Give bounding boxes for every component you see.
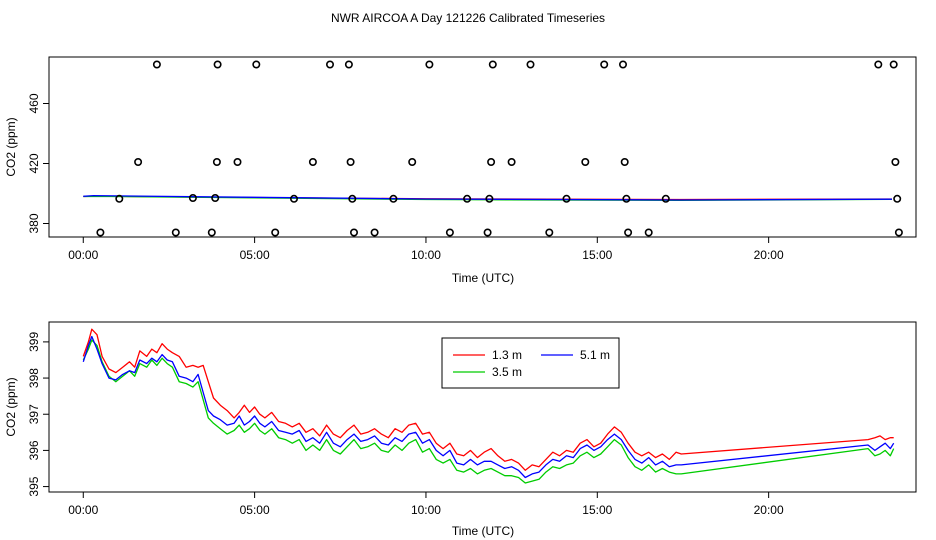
panel-top-scatter: 00:00 05:00 10:00 15:00 20:00 380 420 460 Time… <box>4 56 917 285</box>
data-point-8 <box>212 158 221 167</box>
data-point-12 <box>271 228 280 237</box>
y-axis-label-top: CO2 (ppm) <box>4 117 18 176</box>
x-tick-label-top-20-00: 20:00 <box>754 248 784 262</box>
data-point-20 <box>370 228 379 237</box>
data-point-11 <box>252 60 261 69</box>
data-point-26 <box>483 228 492 237</box>
x-tick-label-bot-10-00: 10:00 <box>411 503 441 517</box>
series-group-top <box>83 194 893 202</box>
data-point-30 <box>507 158 516 167</box>
legend-label-1-3m: 1.3 m <box>492 348 522 362</box>
data-point-46 <box>894 228 903 237</box>
legend-label-5-1m: 5.1 m <box>580 348 610 362</box>
chart-title: NWR AIRCOA A Day 121226 Calibrated Times… <box>331 11 605 25</box>
y-tick-label-top-420: 420 <box>27 153 41 173</box>
data-point-6 <box>207 228 216 237</box>
data-point-35 <box>600 60 609 69</box>
data-point-25 <box>463 194 472 203</box>
legend: 1.3 m 5.1 m 3.5 m <box>441 337 620 389</box>
plot-frame-top <box>48 56 917 238</box>
x-axis-bottom: 00:00 05:00 10:00 15:00 20:00 <box>68 491 784 517</box>
x-tick-label-bot-20-00: 20:00 <box>754 503 784 517</box>
y-tick-label-top-460: 460 <box>27 93 41 113</box>
data-point-42 <box>874 60 883 69</box>
series-line-bot-1-3-m <box>82 328 894 471</box>
data-point-27 <box>485 194 494 203</box>
x-axis-top: 00:00 05:00 10:00 15:00 20:00 <box>68 236 784 262</box>
series-line-bot-5-1-m <box>82 335 895 479</box>
series-line-top-2 <box>83 194 893 201</box>
data-point-29 <box>488 60 497 69</box>
data-point-13 <box>289 194 298 203</box>
data-point-3 <box>152 60 161 69</box>
y-tick-label-bot-395: 395 <box>27 476 41 496</box>
data-point-7 <box>211 194 220 203</box>
data-point-0 <box>96 228 105 237</box>
y-axis-label-bottom: CO2 (ppm) <box>4 377 18 436</box>
data-point-28 <box>487 158 496 167</box>
data-point-17 <box>346 158 355 167</box>
y-axis-top: 380 420 460 <box>27 93 50 234</box>
x-axis-label-bottom: Time (UTC) <box>452 524 514 538</box>
x-tick-label-bot-00-00: 00:00 <box>68 503 98 517</box>
data-point-37 <box>620 158 629 167</box>
data-point-4 <box>171 228 180 237</box>
y-tick-label-bot-399: 399 <box>27 332 41 352</box>
x-tick-label-bot-05-00: 05:00 <box>240 503 270 517</box>
x-axis-label-top: Time (UTC) <box>452 271 514 285</box>
data-point-36 <box>618 60 627 69</box>
data-point-44 <box>891 158 900 167</box>
data-point-2 <box>134 158 143 167</box>
x-tick-label-top-15-00: 15:00 <box>582 248 612 262</box>
data-point-22 <box>408 158 417 167</box>
x-tick-label-top-00-00: 00:00 <box>68 248 98 262</box>
data-point-33 <box>562 194 571 203</box>
y-tick-label-top-380: 380 <box>27 213 41 233</box>
data-point-41 <box>661 194 670 203</box>
legend-box <box>441 337 620 389</box>
points-group-top <box>96 60 903 237</box>
x-tick-label-top-10-00: 10:00 <box>411 248 441 262</box>
data-point-19 <box>349 228 358 237</box>
x-tick-label-top-05-00: 05:00 <box>240 248 270 262</box>
data-point-23 <box>425 60 434 69</box>
y-tick-label-bot-398: 398 <box>27 368 41 388</box>
series-line-bot-3-5-m <box>82 339 895 484</box>
data-point-45 <box>893 194 902 203</box>
data-point-16 <box>344 60 353 69</box>
y-axis-bottom: 395 396 397 398 399 <box>27 332 50 497</box>
data-point-14 <box>308 158 317 167</box>
data-point-31 <box>526 60 535 69</box>
x-tick-label-bot-15-00: 15:00 <box>582 503 612 517</box>
data-point-40 <box>644 228 653 237</box>
data-point-9 <box>213 60 222 69</box>
y-tick-label-bot-396: 396 <box>27 440 41 460</box>
data-point-21 <box>389 194 398 203</box>
legend-label-3-5m: 3.5 m <box>492 365 522 379</box>
data-point-5 <box>188 194 197 203</box>
data-point-34 <box>581 158 590 167</box>
data-point-39 <box>624 228 633 237</box>
data-point-43 <box>889 60 898 69</box>
data-point-18 <box>348 194 357 203</box>
panel-bottom-line: 00:00 05:00 10:00 15:00 20:00 39539639739839… <box>4 321 917 538</box>
series-group-bottom <box>82 328 895 484</box>
data-point-38 <box>622 194 631 203</box>
data-point-24 <box>445 228 454 237</box>
data-point-15 <box>325 60 334 69</box>
data-point-1 <box>115 194 124 203</box>
data-point-32 <box>545 228 554 237</box>
y-tick-label-bot-397: 397 <box>27 404 41 424</box>
data-point-10 <box>233 158 242 167</box>
